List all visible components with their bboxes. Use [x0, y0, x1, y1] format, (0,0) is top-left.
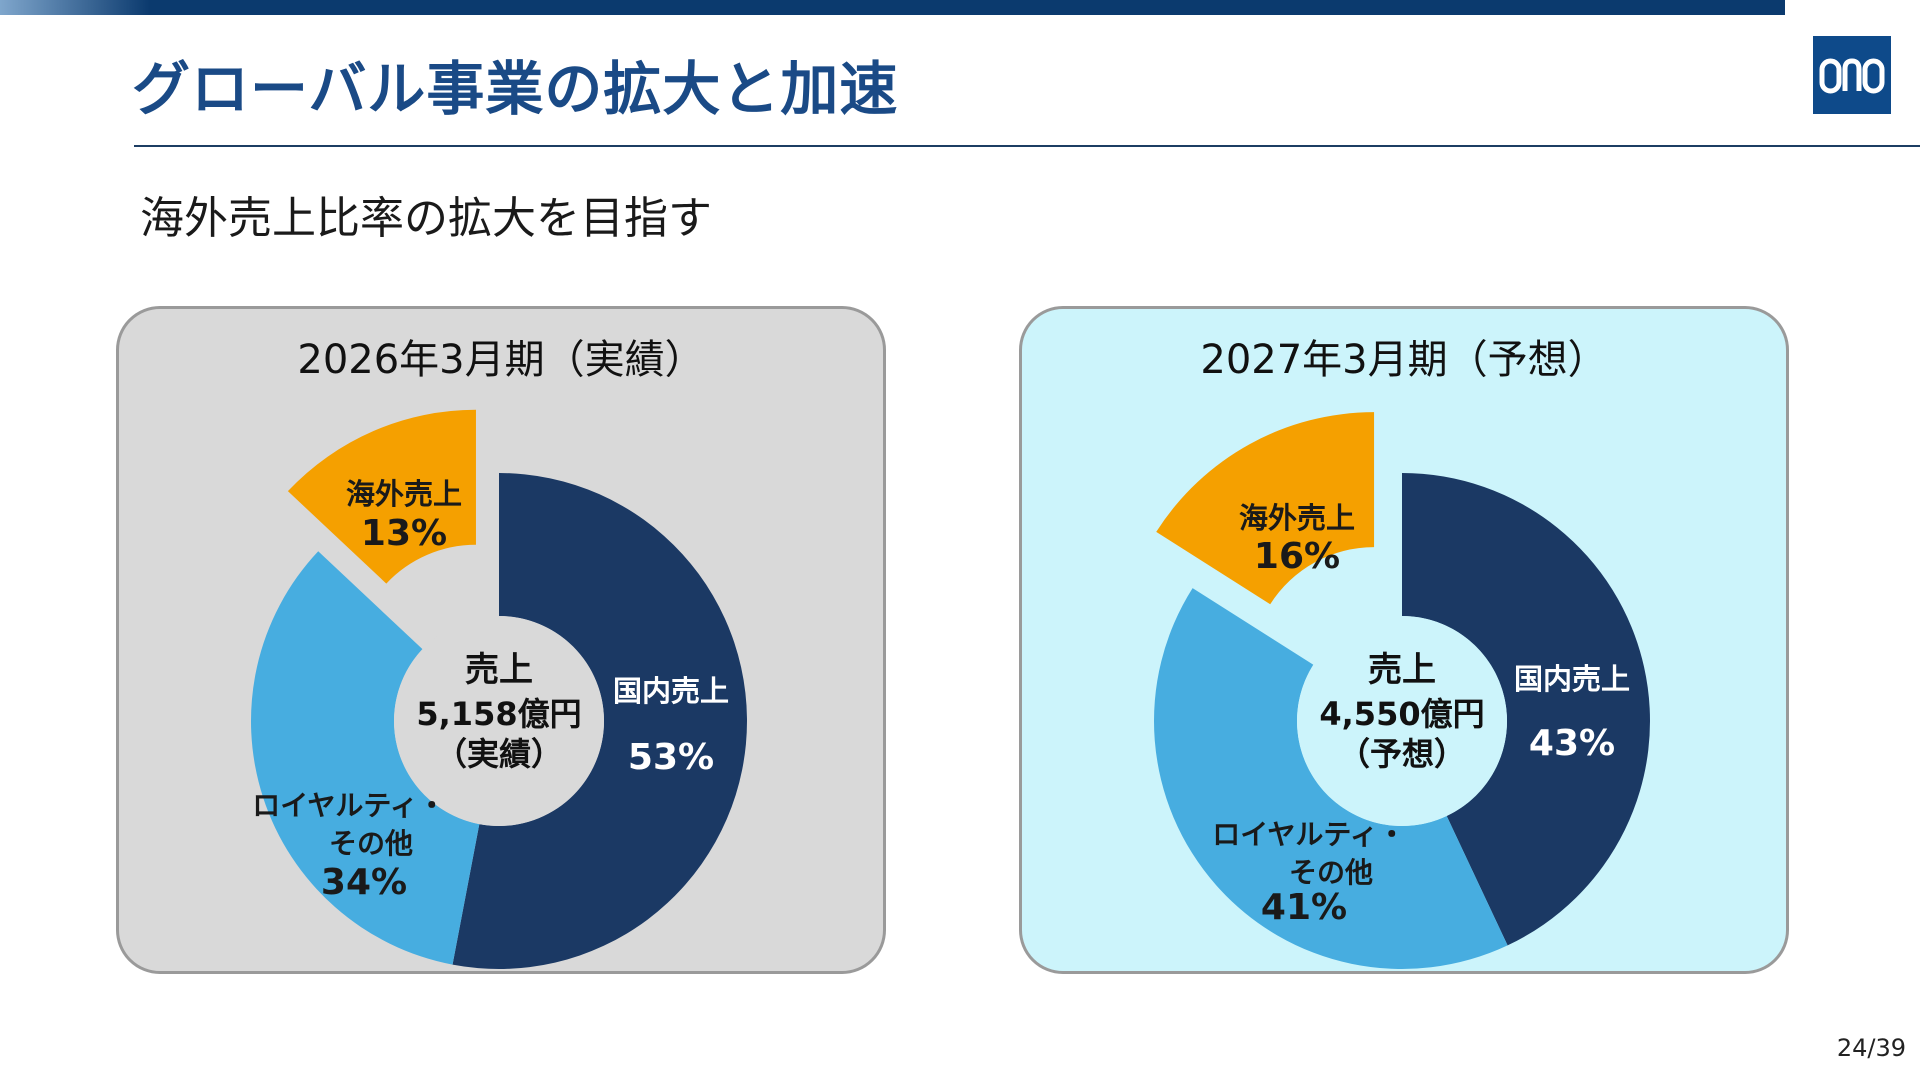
top-banner-bar: [0, 0, 1785, 15]
slice-name-royalty-fy2027-line2: その他: [1289, 856, 1373, 889]
center-total-fy2027: 4,550億円: [1319, 695, 1484, 733]
page-number: 24/39: [1836, 1034, 1906, 1062]
center-total-fy2026: 5,158億円: [416, 695, 581, 733]
top-banner-accent: [0, 0, 150, 15]
slice-name-royalty-fy2026-line2: その他: [329, 827, 413, 860]
page-title: グローバル事業の拡大と加速: [132, 55, 899, 123]
slice-overseas-fy2027: [1156, 412, 1375, 605]
center-status-fy2026: （実績）: [435, 735, 563, 773]
center-status-fy2027: （予想）: [1338, 735, 1466, 773]
slice-value-royalty-fy2026: 34%: [321, 862, 407, 903]
slice-value-overseas-fy2027: 16%: [1254, 536, 1340, 577]
slice-value-royalty-fy2027: 41%: [1261, 887, 1347, 928]
slice-royalty-fy2026: [250, 551, 480, 965]
slice-name-royalty-fy2026: ロイヤルティ・: [252, 789, 445, 822]
chart-title-fy2027: 2027年3月期（予想）: [1200, 337, 1608, 383]
slice-name-domestic-fy2027: 国内売上: [1514, 662, 1630, 696]
slice-value-domestic-fy2027: 43%: [1529, 723, 1615, 764]
chart-panel-fy2027: 2027年3月期（予想） 売上 4,550億円 （予想） 国内売上 43% ロイヤルティ・…: [1019, 306, 1789, 974]
donut-hole-fy2026: [394, 616, 604, 826]
slice-royalty-fy2027: [1154, 588, 1508, 969]
title-divider: [134, 145, 1920, 147]
slice-name-royalty-fy2027: ロイヤルティ・: [1212, 818, 1405, 851]
donut-hole-fy2027: [1297, 616, 1507, 826]
slice-domestic-fy2026: [452, 473, 747, 969]
chart-title-fy2026: 2026年3月期（実績）: [297, 337, 705, 383]
slice-name-domestic-fy2026: 国内売上: [613, 674, 729, 708]
chart-panel-fy2026: 2026年3月期（実績） 売上 5,158億円 （実績） 国内売上 53% ロイヤルティ・…: [116, 306, 886, 974]
slice-domestic-fy2027: [1402, 473, 1650, 946]
company-logo: [1813, 36, 1891, 114]
slice-overseas-fy2026: [287, 409, 476, 584]
center-label-fy2026: 売上: [465, 650, 533, 690]
slice-name-overseas-fy2026: 海外売上: [346, 477, 462, 511]
ono-logo-icon: [1819, 58, 1885, 94]
slice-value-overseas-fy2026: 13%: [361, 513, 447, 554]
slice-name-overseas-fy2027: 海外売上: [1239, 501, 1355, 535]
slice-value-domestic-fy2026: 53%: [628, 737, 714, 778]
center-label-fy2027: 売上: [1368, 650, 1436, 690]
page-subtitle: 海外売上比率の拡大を目指す: [140, 193, 712, 244]
